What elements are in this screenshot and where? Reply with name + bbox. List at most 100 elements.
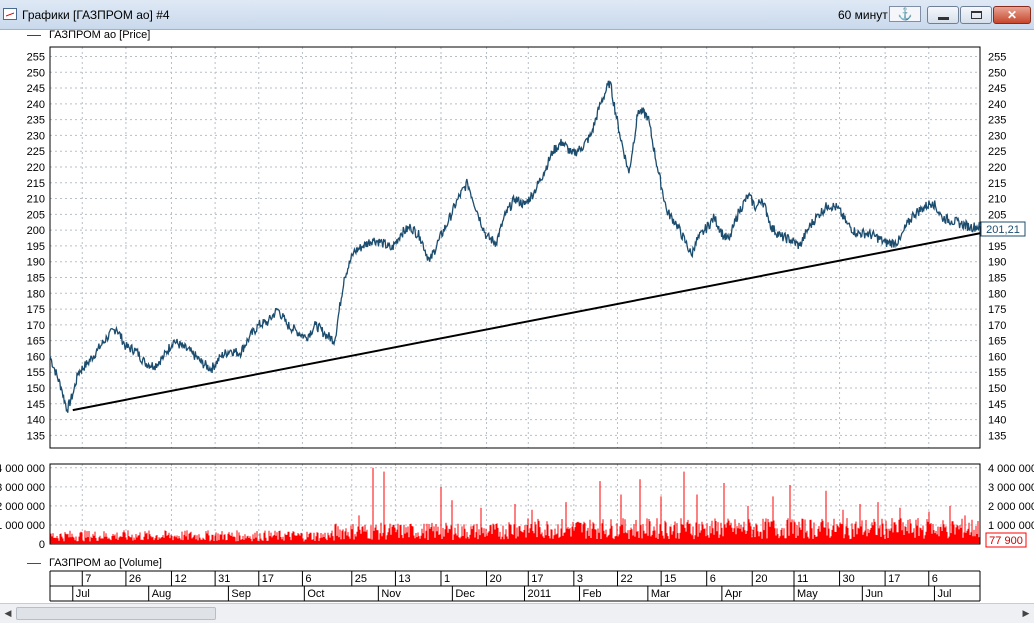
day-tick-label: 13 xyxy=(398,573,410,585)
price-y-tick-label-left: 210 xyxy=(27,194,45,206)
window-title: Графики [ГАЗПРОМ ао] #4 xyxy=(22,8,170,22)
month-tick-label: Oct xyxy=(307,588,324,600)
close-button[interactable]: ✕ xyxy=(993,6,1031,24)
month-tick-label: May xyxy=(797,588,818,600)
day-tick-label: 20 xyxy=(490,573,502,585)
trend-line[interactable] xyxy=(72,232,981,412)
volume-legend: ГАЗПРОМ ао [Volume] xyxy=(27,557,162,569)
price-y-tick-label-left: 185 xyxy=(27,272,45,284)
price-y-tick-label-left: 150 xyxy=(27,383,45,395)
timeframe-label[interactable]: 60 минут xyxy=(838,8,888,22)
price-y-tick-label-right: 185 xyxy=(988,272,1006,284)
price-plot-frame xyxy=(49,46,981,449)
price-y-tick-label-left: 140 xyxy=(27,415,45,427)
scrollbar-thumb[interactable] xyxy=(16,607,216,620)
price-y-tick-label-left: 155 xyxy=(27,367,45,379)
price-y-tick-label-right: 175 xyxy=(988,304,1006,316)
price-y-tick-label-right: 155 xyxy=(988,367,1006,379)
price-y-tick-label-right: 165 xyxy=(988,336,1006,348)
day-tick-label: 17 xyxy=(262,573,274,585)
price-y-tick-label-right: 230 xyxy=(988,130,1006,142)
price-y-tick-label-left: 195 xyxy=(27,241,45,253)
volume-y-tick-label-right: 2 000 000 xyxy=(988,501,1034,513)
month-tick-label: 2011 xyxy=(527,588,551,600)
price-last-value-box xyxy=(980,221,1026,237)
price-y-tick-label-right: 215 xyxy=(988,178,1006,190)
price-y-tick-label-left: 225 xyxy=(27,146,45,158)
price-y-tick-label-left: 230 xyxy=(27,130,45,142)
month-tick-label: Aug xyxy=(152,588,172,600)
day-tick-label: 12 xyxy=(174,573,186,585)
day-tick-label: 6 xyxy=(710,573,716,585)
price-y-tick-label-right: 255 xyxy=(988,51,1006,63)
maximize-button[interactable] xyxy=(960,6,992,24)
month-tick-label: Jul xyxy=(76,588,90,600)
price-y-tick-label-left: 250 xyxy=(27,67,45,79)
volume-y-axis: 0 1 000 000 1 000 000 2 000 000 2 000 000 3 0… xyxy=(0,463,1034,551)
day-tick-label: 30 xyxy=(843,573,855,585)
price-y-tick-label-right: 205 xyxy=(988,209,1006,221)
price-y-tick-label-right: 145 xyxy=(988,399,1006,411)
price-y-tick-label-right: 235 xyxy=(988,115,1006,127)
price-y-tick-label-left: 205 xyxy=(27,209,45,221)
month-tick-label: Mar xyxy=(651,588,670,600)
price-legend-label: ГАЗПРОМ ао [Price] xyxy=(49,29,151,41)
price-y-tick-label-right: 170 xyxy=(988,320,1006,332)
volume-y-tick-label-left: 4 000 000 xyxy=(0,463,45,475)
price-y-tick-label-right: 190 xyxy=(988,257,1006,269)
scroll-left-icon[interactable]: ◀ xyxy=(4,608,12,618)
day-tick-label: 26 xyxy=(129,573,141,585)
volume-bars[interactable] xyxy=(50,467,980,544)
day-tick-label: 3 xyxy=(577,573,583,585)
day-tick-label: 22 xyxy=(620,573,632,585)
volume-y-tick-label-left: 0 xyxy=(39,539,45,551)
volume-y-tick-label-right: 4 000 000 xyxy=(988,463,1034,475)
price-y-tick-label-right: 250 xyxy=(988,67,1006,79)
price-y-tick-label-right: 160 xyxy=(988,351,1006,363)
minimize-button[interactable] xyxy=(927,6,959,24)
day-tick-label: 15 xyxy=(664,573,676,585)
maximize-icon xyxy=(971,11,982,19)
price-y-tick-label-left: 220 xyxy=(27,162,45,174)
day-tick-label: 1 xyxy=(444,573,450,585)
volume-y-tick-label-left: 3 000 000 xyxy=(0,482,45,494)
price-y-tick-label-right: 150 xyxy=(988,383,1006,395)
price-y-tick-label-left: 135 xyxy=(27,430,45,442)
volume-legend-swatch xyxy=(27,562,41,564)
scroll-right-icon[interactable]: ▶ xyxy=(1022,608,1030,618)
month-tick-label: Nov xyxy=(381,588,401,600)
price-last-value: 201,21 xyxy=(980,221,1026,237)
price-y-tick-label-right: 135 xyxy=(988,430,1006,442)
price-series-line[interactable] xyxy=(49,80,981,413)
day-tick-label: 11 xyxy=(797,573,808,585)
day-tick-label: 20 xyxy=(755,573,767,585)
price-y-tick-label-left: 175 xyxy=(27,304,45,316)
price-y-tick-label-left: 145 xyxy=(27,399,45,411)
volume-last-value-box xyxy=(985,532,1027,548)
day-tick-label: 7 xyxy=(85,573,91,585)
month-tick-label: Feb xyxy=(583,588,602,600)
month-tick-label: Sep xyxy=(231,588,251,600)
volume-y-tick-label-right: 3 000 000 xyxy=(988,482,1034,494)
minimize-icon xyxy=(938,17,949,20)
anchor-icon[interactable]: ⚓ xyxy=(889,6,921,22)
month-tick-label: Apr xyxy=(725,588,742,600)
price-y-tick-label-right: 140 xyxy=(988,415,1006,427)
horizontal-scrollbar[interactable]: ◀ ▶ xyxy=(0,603,1034,623)
day-tick-label: 25 xyxy=(355,573,367,585)
day-tick-label: 6 xyxy=(932,573,938,585)
price-y-tick-label-right: 220 xyxy=(988,162,1006,174)
price-y-tick-label-left: 170 xyxy=(27,320,45,332)
day-tick-label: 31 xyxy=(218,573,230,585)
month-tick-label: Jul xyxy=(937,588,951,600)
price-y-tick-label-right: 245 xyxy=(988,83,1006,95)
price-y-tick-label-left: 165 xyxy=(27,336,45,348)
close-icon: ✕ xyxy=(1006,8,1018,22)
month-tick-label: Dec xyxy=(455,588,475,600)
volume-legend-label: ГАЗПРОМ ао [Volume] xyxy=(49,557,162,569)
price-y-tick-label-left: 160 xyxy=(27,351,45,363)
price-y-tick-label-left: 235 xyxy=(27,115,45,127)
volume-last-value-text: 77 900 xyxy=(989,535,1023,547)
